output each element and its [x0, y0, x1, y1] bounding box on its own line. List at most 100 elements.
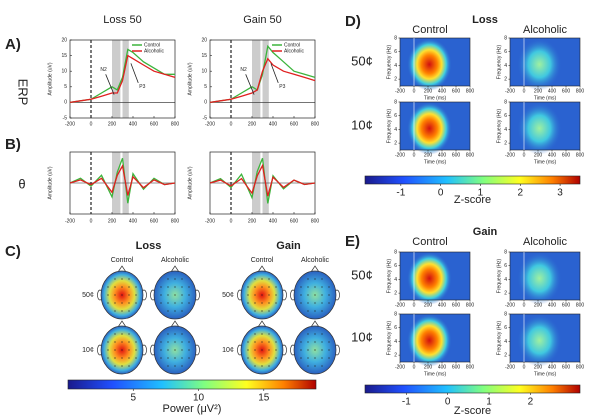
electrode [247, 302, 249, 304]
band [122, 40, 129, 118]
x-tick-label: 200 [248, 218, 257, 224]
x-tick-label: 0 [523, 88, 526, 94]
electrode [261, 365, 263, 367]
y-tick-label: 8 [394, 311, 397, 317]
tf-map-frame [399, 313, 471, 363]
electrode [167, 341, 169, 343]
plot-title: Loss 50 [103, 14, 142, 26]
colorbar-tick-label: 2 [528, 397, 534, 408]
curve [209, 57, 316, 104]
y-tick-label: 5 [204, 84, 207, 90]
x-tick-label: 800 [576, 152, 585, 158]
electrode [268, 310, 270, 312]
electrode [321, 365, 323, 367]
electrode [307, 357, 309, 359]
x-tick-label: -200 [395, 364, 405, 370]
electrode [314, 341, 316, 343]
electrode [107, 357, 109, 359]
y-tick-label: 8 [504, 249, 507, 255]
electrode [268, 294, 270, 296]
nose [257, 265, 267, 273]
y-axis-label: Amplitude (uV) [187, 62, 193, 95]
electrode [188, 286, 190, 288]
electrode [275, 349, 277, 351]
panel-title: Gain [473, 226, 498, 238]
electrode [254, 333, 256, 335]
x-tick-label: -200 [505, 302, 515, 308]
x-tick-label: 400 [129, 218, 138, 224]
y-axis-label: Frequency (Hz) [496, 320, 502, 355]
electrode [307, 278, 309, 280]
electrode [307, 286, 309, 288]
electrode [160, 294, 162, 296]
x-tick-label: 800 [311, 121, 320, 127]
electrode [135, 294, 137, 296]
x-tick-label: -200 [205, 121, 215, 127]
row-label: 50¢ [351, 53, 373, 68]
electrode [314, 349, 316, 351]
electrode [247, 294, 249, 296]
row-label: θ [18, 176, 25, 191]
curve [69, 163, 176, 196]
tf-map-frame [399, 101, 471, 151]
y-axis-label: Frequency (Hz) [496, 108, 502, 143]
y-tick-label: 8 [504, 35, 507, 41]
electrode [128, 278, 130, 280]
electrode [275, 357, 277, 359]
nose [117, 265, 127, 273]
x-tick-label: 400 [438, 364, 447, 370]
y-tick-label: -5 [63, 115, 68, 121]
electrode [135, 341, 137, 343]
y-tick-label: 0 [204, 100, 207, 106]
electrode [247, 349, 249, 351]
tf-map-frame [509, 101, 581, 151]
electrode [114, 294, 116, 296]
tf-map-blob [517, 38, 562, 91]
y-axis-label: Amplitude (uV) [187, 166, 193, 199]
electrode [188, 349, 190, 351]
nose [257, 320, 267, 328]
y-tick-label: 15 [201, 53, 207, 59]
electrode [188, 341, 190, 343]
electrode [307, 365, 309, 367]
nose [310, 265, 320, 273]
electrode [328, 341, 330, 343]
x-tick-label: 400 [548, 364, 557, 370]
electrode [268, 341, 270, 343]
x-tick-label: 800 [466, 364, 475, 370]
electrode [114, 365, 116, 367]
group-title: Gain [276, 240, 301, 252]
electrode [114, 333, 116, 335]
y-axis-label: Amplitude (uV) [47, 166, 53, 199]
electrode [181, 341, 183, 343]
electrode [121, 310, 123, 312]
x-tick-label: 600 [150, 218, 159, 224]
electrode [275, 341, 277, 343]
tf-map-blob [517, 314, 562, 367]
column-title: Control [412, 24, 447, 36]
electrode [135, 349, 137, 351]
band [112, 40, 121, 118]
electrode [107, 286, 109, 288]
y-axis-label: Frequency (Hz) [496, 258, 502, 293]
electrode [268, 278, 270, 280]
electrode [261, 310, 263, 312]
y-tick-label: 2 [394, 352, 397, 358]
electrode [314, 365, 316, 367]
electrode [268, 365, 270, 367]
electrode [314, 302, 316, 304]
legend-label: Alcoholic [284, 48, 305, 54]
row-label: 50¢ [82, 292, 94, 299]
column-title: Control [412, 236, 447, 248]
nose [170, 320, 180, 328]
x-tick-label: -200 [395, 88, 405, 94]
x-axis-label: Time (ms) [424, 159, 447, 165]
tf-map-blob [517, 252, 562, 305]
electrode [307, 302, 309, 304]
electrode [247, 286, 249, 288]
y-tick-label: 8 [394, 249, 397, 255]
tf-map-frame [509, 37, 581, 87]
electrode [114, 286, 116, 288]
electrode [181, 310, 183, 312]
electrode [268, 302, 270, 304]
